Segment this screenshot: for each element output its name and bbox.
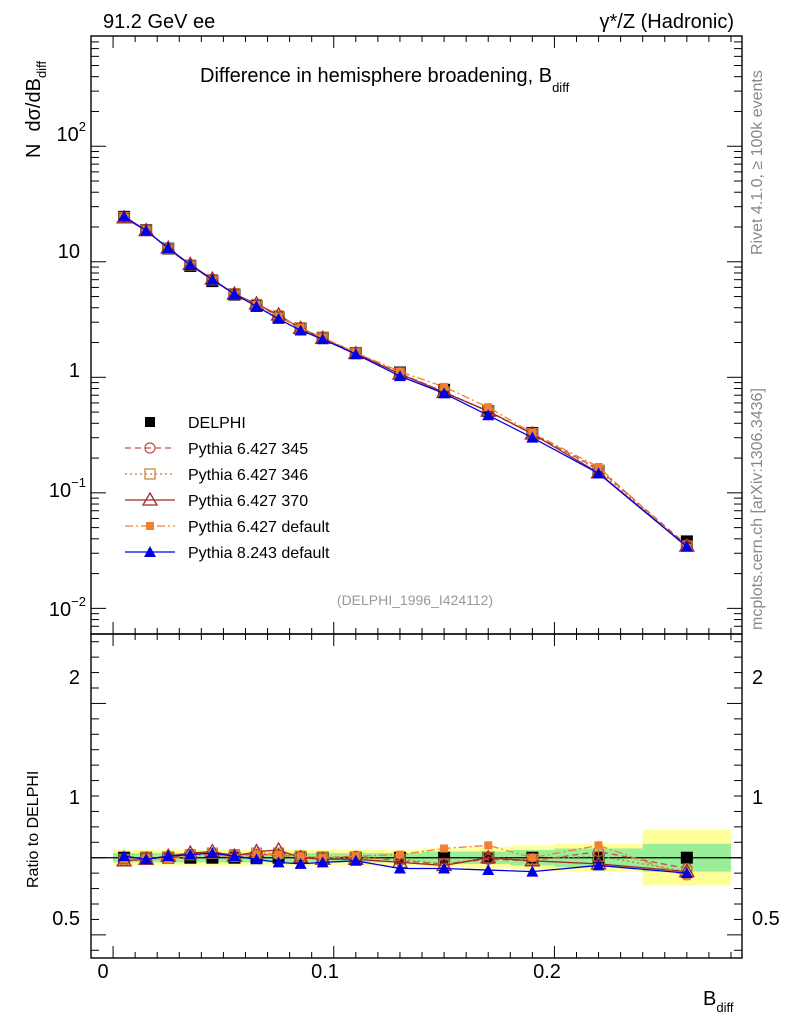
ratio-panel [90, 634, 742, 958]
legend-marker-pythia6-default [146, 522, 154, 530]
header-left-label: 91.2 GeV ee [103, 11, 215, 33]
legend-label-pythia6-346: Pythia 6.427 346 [188, 467, 308, 484]
point-pythia8-default-6 [250, 300, 263, 312]
y-tick-label-1: 1 [69, 360, 80, 382]
point-pythia8-default-1 [140, 224, 153, 236]
ratio-point-pythia8-default-4 [206, 847, 219, 859]
analysis-tag: (DELPHI_1996_I424112) [337, 592, 493, 608]
point-pythia8-default-3 [184, 258, 197, 270]
ratio-point-pythia8-default-16 [680, 867, 693, 879]
ratio-point-delphi-16 [680, 851, 693, 864]
point-pythia6-default-15 [594, 462, 603, 471]
ratio-axes [90, 634, 742, 958]
point-pythia8-default-13 [482, 409, 495, 421]
x-axis-label: Bdiff [703, 988, 734, 1015]
ratio-point-pythia8-default-10 [349, 854, 362, 866]
legend-label-pythia6-370: Pythia 6.427 370 [188, 493, 308, 510]
legend-marker-pythia6-345 [144, 442, 156, 454]
ratio-y-axis-label: Ratio to DELPHI [25, 771, 42, 888]
ratio-tick-label-0.5: 0.5 [52, 908, 80, 930]
ratio-point-pythia8-default-13 [482, 864, 495, 876]
svg-text:mcplots.cern.ch [arXiv:1306.34: mcplots.cern.ch [arXiv:1306.3436] [749, 388, 766, 630]
ratio-tick-label-2: 2 [69, 667, 80, 689]
y-tick-label-0.1: 10−1 [49, 475, 86, 502]
point-pythia8-default-12 [438, 387, 451, 399]
ratio-point-pythia8-default-8 [294, 857, 307, 869]
point-pythia6-default-13 [484, 403, 493, 412]
point-pythia8-default-11 [393, 370, 406, 382]
point-pythia8-default-0 [118, 210, 131, 222]
svg-text:Ratio to DELPHI: Ratio to DELPHI [25, 771, 42, 888]
legend-label-pythia8-default: Pythia 8.243 default [188, 545, 330, 562]
ratio-line-pythia6-345 [124, 850, 687, 870]
ratio-point-pythia8-default-1 [140, 853, 153, 865]
point-pythia8-default-7 [272, 312, 285, 324]
x-tick-label-0.1: 0.1 [311, 961, 339, 983]
rivet-label: Rivet 4.1.0, ≥ 100k events [749, 70, 766, 255]
ratio-tick-label-right-2: 2 [752, 667, 763, 689]
ratio-point-pythia8-default-7 [272, 856, 285, 868]
x-tick-label-0: 0 [97, 961, 108, 983]
ratio-frame [90, 633, 743, 959]
point-pythia8-default-16 [680, 540, 693, 552]
ratio-tick-label-right-1: 1 [752, 787, 763, 809]
chart-title: Difference in hemisphere broadening, Bdi… [200, 65, 570, 95]
ratio-point-pythia6-default-13 [484, 841, 493, 850]
x-tick-label-0.2: 0.2 [533, 961, 561, 983]
y-tick-label-100: 102 [57, 119, 86, 146]
y-tick-label-10: 10 [58, 241, 80, 263]
mcplots-label: mcplots.cern.ch [arXiv:1306.3436] [749, 388, 766, 630]
ratio-point-pythia8-default-0 [118, 850, 131, 862]
legend-marker-delphi [145, 417, 155, 427]
ratio-point-pythia8-default-11 [393, 862, 406, 874]
ratio-point-pythia8-default-5 [228, 850, 241, 862]
legend-label-pythia6-default: Pythia 6.427 default [188, 519, 330, 536]
main-axes [90, 35, 742, 635]
main-series [115, 209, 695, 552]
legend-label-pythia6-345: Pythia 6.427 345 [188, 441, 308, 458]
panel-frames [90, 35, 743, 959]
ratio-point-pythia6-default-12 [440, 844, 449, 853]
ratio-point-pythia8-default-12 [438, 862, 451, 874]
ratio-point-pythia6-default-8 [296, 852, 305, 861]
ratio-point-pythia6-default-11 [395, 850, 404, 859]
ratio-tick-label-1: 1 [69, 787, 80, 809]
point-pythia8-default-8 [294, 324, 307, 336]
point-pythia8-default-5 [228, 288, 241, 300]
point-pythia8-default-4 [206, 273, 219, 285]
svg-text:Rivet 4.1.0, ≥ 100k events: Rivet 4.1.0, ≥ 100k events [749, 70, 766, 255]
ratio-point-pythia8-default-6 [250, 853, 263, 865]
legend [125, 417, 175, 557]
point-pythia8-default-10 [349, 348, 362, 360]
ratio-point-pythia8-default-3 [184, 848, 197, 860]
svg-text:Ndσ/dBdiff: Ndσ/dBdiff [23, 61, 49, 158]
point-pythia6-default-12 [440, 382, 449, 391]
y-axis-label: Ndσ/dBdiff [23, 61, 49, 158]
ratio-point-pythia6-default-7 [274, 850, 283, 859]
header-right-label: γ*/Z (Hadronic) [600, 11, 734, 33]
ratio-point-pythia6-default-15 [594, 841, 603, 850]
point-pythia8-default-9 [316, 333, 329, 345]
point-pythia8-default-14 [526, 431, 539, 443]
ratio-point-pythia8-default-9 [316, 856, 329, 868]
ratio-point-pythia8-default-15 [592, 859, 605, 871]
ratio-point-pythia8-default-2 [162, 850, 175, 862]
main-panel [90, 35, 742, 635]
point-pythia8-default-2 [162, 242, 175, 254]
ratio-series [115, 840, 695, 881]
ratio-point-pythia6-370-13 [480, 849, 497, 864]
point-pythia8-default-15 [592, 467, 605, 479]
legend-marker-pythia6-346 [144, 468, 156, 480]
legend-label-delphi: DELPHI [188, 415, 246, 432]
y-tick-label-0.01: 10−2 [49, 594, 86, 621]
legend-marker-pythia6-370 [141, 491, 159, 506]
ratio-tick-label-right-0.5: 0.5 [752, 908, 780, 930]
legend-marker-pythia8-default [144, 546, 156, 557]
ratio-point-pythia6-default-14 [528, 853, 537, 862]
ratio-point-pythia8-default-14 [526, 865, 539, 877]
